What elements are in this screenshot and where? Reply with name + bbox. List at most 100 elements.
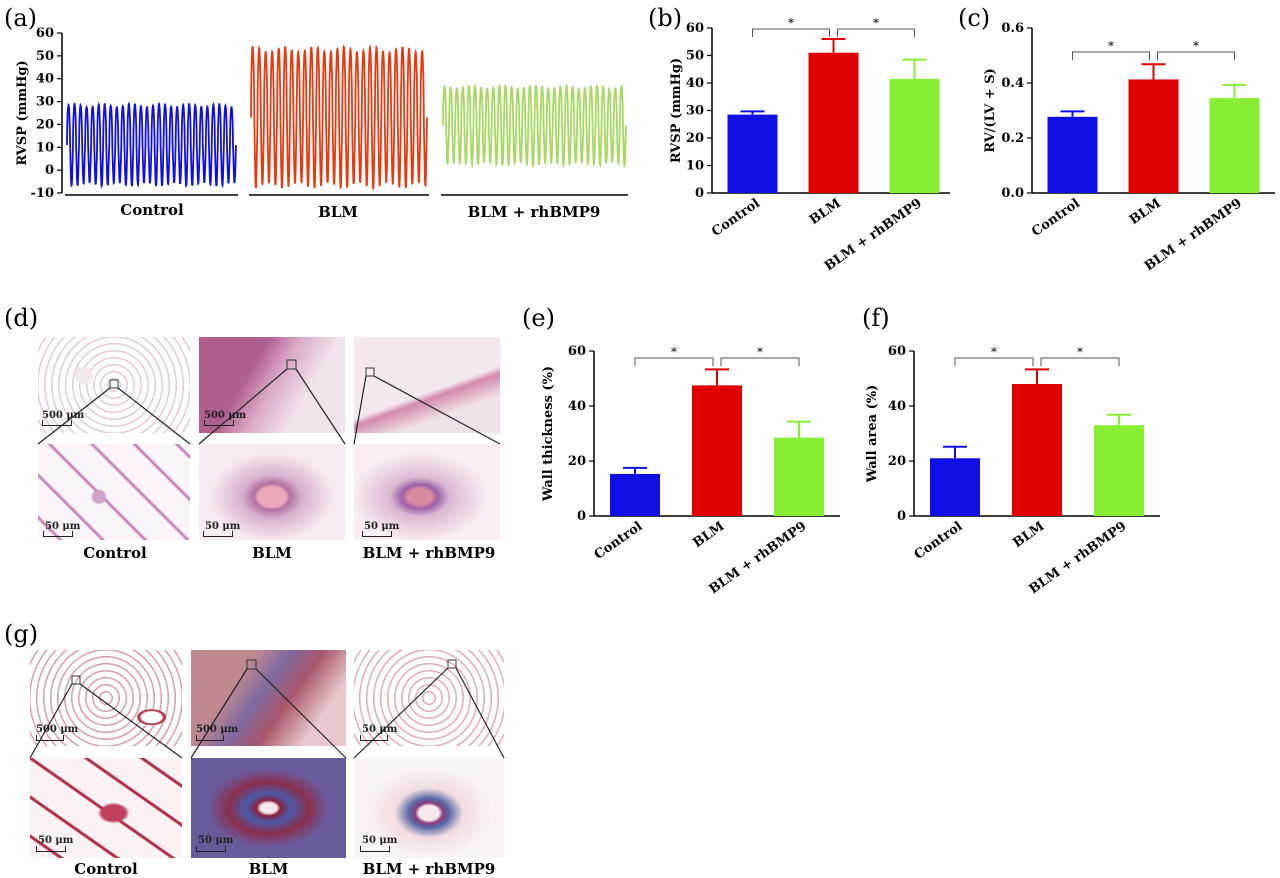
he-control-high-mag	[38, 444, 190, 540]
significance-bracket	[1072, 51, 1150, 60]
significance-bracket	[1040, 357, 1120, 366]
y-axis-label: RV/(LV + S)	[983, 68, 998, 153]
y-tick-label: 60	[568, 344, 586, 359]
masson-caption-blm: BLM	[248, 860, 289, 878]
bar-blm	[808, 52, 859, 193]
he-caption-blm: BLM	[252, 544, 292, 562]
y-axis-label: RVSP (mmHg)	[669, 58, 684, 163]
significance-bracket	[1157, 51, 1235, 60]
he-control-low-mag	[38, 337, 190, 433]
significance-star: *	[1193, 39, 1199, 53]
trace-control	[66, 101, 237, 189]
trace-caption-rhbmp9: BLM + rhBMP9	[467, 203, 601, 221]
masson-rhbmp9-low-mag	[354, 650, 504, 746]
bar-blm	[1128, 79, 1179, 193]
y-tick-label: 0	[897, 509, 906, 524]
y-tick-label: 10	[36, 140, 54, 155]
he-scale-bar	[203, 531, 233, 537]
he-scale-label: 50 μm	[364, 521, 400, 532]
significance-star: *	[757, 345, 763, 359]
masson-scale-label: 50 μm	[38, 835, 74, 846]
y-tick-label: 0.2	[1001, 131, 1024, 146]
category-label: BLM	[1010, 519, 1047, 551]
panel-label-c: (c)	[958, 4, 991, 32]
y-tick-label: 60	[36, 26, 54, 41]
masson-control-low-mag	[30, 650, 182, 746]
he-scale-bar	[43, 531, 73, 537]
category-label: Control	[709, 196, 763, 240]
masson-scale-label: 50 μm	[362, 724, 398, 735]
he-scale-bar	[362, 531, 392, 537]
y-tick-label: 0	[577, 509, 586, 524]
y-tick-label: 20	[888, 454, 906, 469]
he-scale-label: 500 μm	[42, 410, 85, 421]
masson-scale-label: 50 μm	[198, 835, 234, 846]
significance-bracket	[634, 357, 714, 366]
he-scale-label: 500 μm	[204, 410, 247, 421]
masson-scale-bar	[36, 846, 66, 852]
y-tick-label: 40	[36, 72, 54, 87]
category-label: BLM	[690, 519, 727, 551]
significance-bracket	[752, 28, 830, 37]
y-tick-label: 40	[888, 399, 906, 414]
y-tick-label: 0	[695, 186, 704, 201]
y-tick-label: 0.4	[1001, 76, 1024, 91]
significance-bracket	[837, 28, 915, 37]
y-tick-label: 30	[686, 104, 704, 119]
he-caption-control: Control	[83, 544, 147, 562]
he-scale-label: 50 μm	[205, 521, 241, 532]
masson-caption-rhbmp9: BLM + rhBMP9	[362, 860, 496, 878]
y-tick-label: 60	[686, 21, 704, 36]
masson-control-high-mag	[30, 758, 182, 858]
significance-star: *	[1077, 345, 1083, 359]
y-axis-label: Wall thickness (%)	[541, 366, 556, 502]
y-tick-label: 20	[36, 117, 54, 132]
he-scale-label: 50 μm	[45, 521, 81, 532]
y-tick-label: 20	[568, 454, 586, 469]
y-axis-label: RVSP (mmHg)	[15, 60, 30, 165]
y-tick-label: -10	[31, 186, 55, 201]
bar-control	[1047, 116, 1098, 193]
bar-rhbmp9	[774, 437, 824, 516]
masson-scale-bar	[360, 735, 388, 741]
trace-caption-control: Control	[120, 201, 184, 219]
panel-label-a: (a)	[4, 4, 38, 32]
masson-scale-bar	[360, 846, 390, 852]
y-tick-label: 50	[686, 49, 704, 64]
category-label: Control	[912, 519, 966, 563]
y-tick-label: 40	[568, 399, 586, 414]
y-tick-label: 20	[686, 131, 704, 146]
he-scale-bar	[42, 420, 72, 426]
bar-rhbmp9	[889, 78, 940, 193]
he-rhbmp9-low-mag	[354, 337, 500, 433]
y-tick-label: 10	[686, 159, 704, 174]
category-label: Control	[592, 519, 646, 563]
masson-scale-bar	[36, 735, 64, 741]
significance-star: *	[1108, 39, 1114, 53]
y-tick-label: 30	[36, 95, 54, 110]
masson-blm-high-mag	[191, 758, 346, 858]
masson-zoom-lines	[29, 659, 505, 759]
category-label: BLM	[807, 196, 844, 228]
bar-control	[727, 114, 778, 193]
panel-label-g: (g)	[4, 620, 39, 648]
significance-bracket	[954, 357, 1034, 366]
he-scale-bar	[204, 420, 234, 426]
bar-rhbmp9	[1209, 98, 1260, 193]
y-axis-label: Wall area (%)	[865, 385, 880, 483]
masson-rhbmp9-high-mag	[354, 758, 504, 858]
trace-rhbmp9	[442, 83, 627, 169]
y-tick-label: 60	[888, 344, 906, 359]
bar-control	[610, 473, 660, 516]
significance-bracket	[720, 357, 800, 366]
rvsp-trace-chart: -10 0 10 20 30 40 50 60 RVSP (mmHg)	[15, 26, 628, 201]
bar-rhbmp9	[1094, 425, 1144, 516]
significance-star: *	[991, 345, 997, 359]
trace-caption-blm: BLM	[318, 203, 358, 221]
he-rhbmp9-high-mag	[354, 444, 500, 540]
masson-blm-low-mag	[191, 650, 346, 746]
masson-scale-label: 50 μm	[362, 835, 398, 846]
